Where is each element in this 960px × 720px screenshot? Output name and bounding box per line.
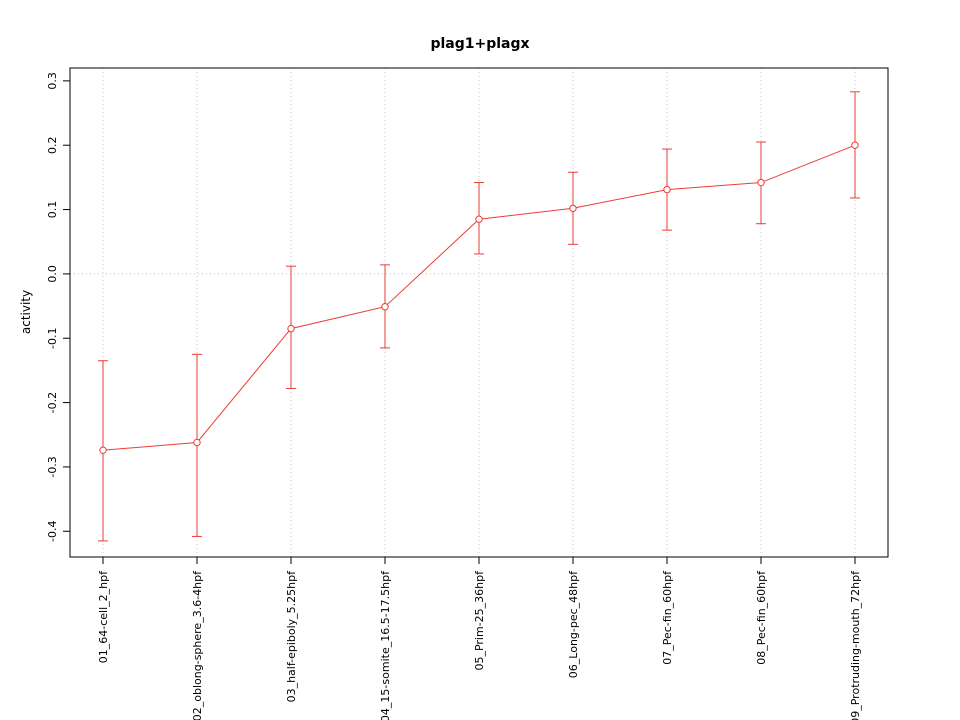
y-tick-label: -0.3	[46, 456, 59, 477]
y-tick-label: -0.2	[46, 392, 59, 413]
x-tick-label: 08_Pec-fin_60hpf	[755, 570, 768, 665]
y-tick-label: 0.2	[46, 136, 59, 154]
data-point	[663, 185, 671, 194]
y-tick-label: -0.4	[46, 521, 59, 542]
data-point	[851, 141, 859, 149]
x-tick-label: 01_64-cell_2_hpf	[97, 570, 110, 663]
y-tick-label: 0.0	[46, 265, 59, 283]
x-tick-label: 07_Pec-fin_60hpf	[661, 570, 674, 665]
data-point	[475, 215, 483, 223]
x-tick-label: 02_oblong-sphere_3.6-4hpf	[191, 570, 204, 720]
y-tick-label: 0.1	[46, 201, 59, 219]
x-tick-label: 03_half-epiboly_5.25hpf	[285, 570, 298, 703]
data-point	[193, 438, 201, 447]
x-tick-label: 06_Long-pec_48hpf	[567, 570, 580, 678]
x-tick-label: 05_Prim-25_36hpf	[473, 570, 486, 671]
chart-title: plag1+plagx	[430, 36, 530, 52]
data-point	[99, 446, 107, 454]
data-point	[287, 324, 295, 333]
data-point	[381, 303, 389, 311]
y-tick-label: -0.1	[46, 328, 59, 349]
x-tick-label: 09_Protruding-mouth_72hpf	[849, 570, 862, 720]
data-point	[757, 178, 765, 187]
data-point	[569, 204, 577, 212]
x-tick-label: 04_15-somite_16.5-17.5hpf	[379, 570, 392, 720]
y-tick-label: 0.3	[46, 72, 59, 90]
